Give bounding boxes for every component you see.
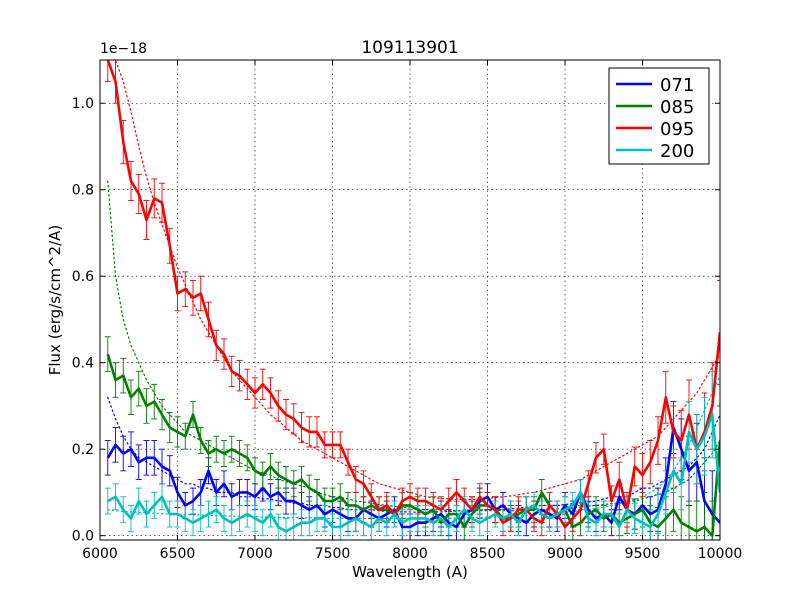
model-curve-071	[107, 396, 720, 513]
y-tick-label: 0.2	[72, 442, 94, 458]
chart-title: 109113901	[361, 38, 458, 58]
x-tick-label: 6500	[160, 546, 196, 562]
y-tick-label: 0.0	[72, 529, 94, 545]
y-tick-label: 1.0	[72, 96, 94, 112]
series-line-085	[106, 353, 720, 538]
y-axis-ticks: 0.0 0.2 0.4 0.6 0.8 1.0	[72, 96, 720, 545]
y-tick-label: 0.4	[72, 356, 94, 372]
x-tick-label: 6000	[82, 546, 118, 562]
model-curve-095	[107, 60, 720, 500]
y-offset-text: 1e−18	[100, 41, 147, 57]
series-line-200	[107, 413, 720, 533]
x-tick-label: 7500	[315, 546, 351, 562]
x-tick-label: 8000	[392, 546, 428, 562]
x-tick-label: 10000	[698, 546, 743, 562]
series-line-095	[106, 60, 720, 529]
series-line-071	[106, 426, 720, 529]
y-tick-label: 0.8	[72, 183, 94, 199]
x-tick-label: 8500	[470, 546, 506, 562]
x-axis-label: Wavelength (A)	[352, 563, 468, 581]
legend-label-071: 071	[660, 75, 694, 96]
y-tick-label: 0.6	[72, 269, 94, 285]
x-tick-label: 9500	[625, 546, 661, 562]
y-axis-label: Flux (erg/s/cm^2/A)	[46, 225, 64, 376]
series-lines	[106, 60, 720, 538]
legend-label-095: 095	[660, 119, 694, 140]
legend-label-085: 085	[660, 97, 694, 118]
legend-label-200: 200	[660, 141, 694, 162]
x-tick-label: 7000	[237, 546, 273, 562]
x-tick-label: 9000	[547, 546, 583, 562]
x-axis-ticks: 6000 6500 7000 7500 8000 8500 9000 9500 10000	[82, 60, 742, 562]
